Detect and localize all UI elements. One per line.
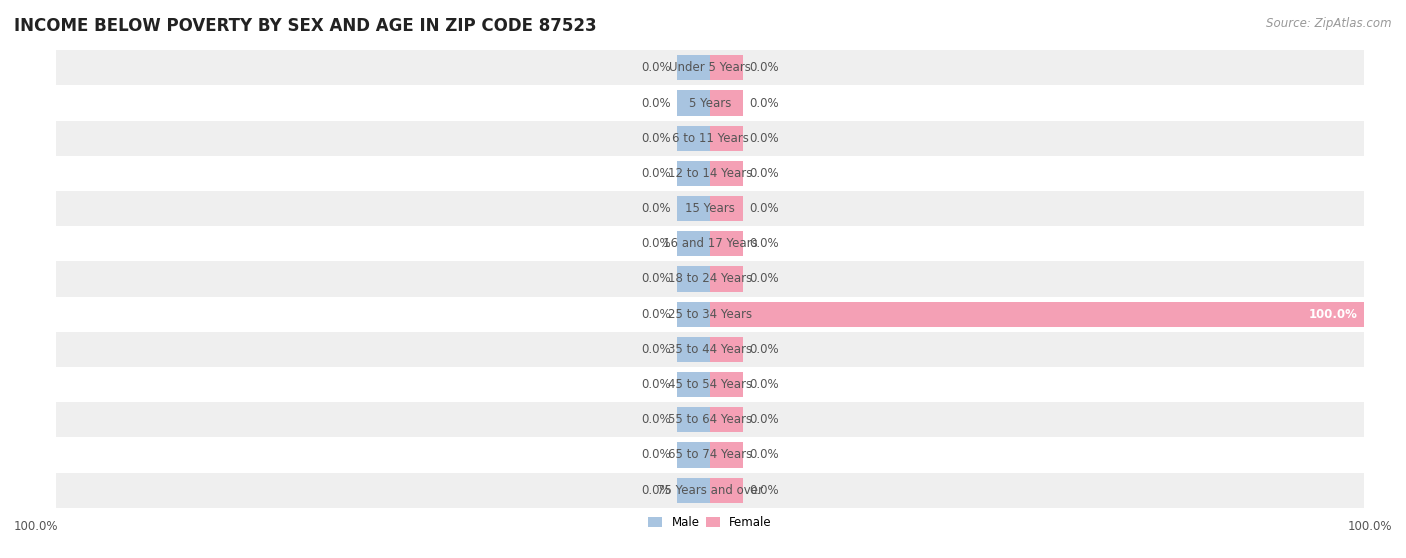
Text: 75 Years and over: 75 Years and over [657, 484, 763, 497]
Bar [56, 121, 1364, 156]
Text: 6 to 11 Years: 6 to 11 Years [672, 132, 748, 145]
Text: 0.0%: 0.0% [641, 378, 671, 391]
Bar [710, 231, 742, 257]
Text: Under 5 Years: Under 5 Years [669, 61, 751, 74]
Text: 16 and 17 Years: 16 and 17 Years [662, 237, 758, 251]
Bar [678, 442, 710, 468]
Text: 0.0%: 0.0% [641, 132, 671, 145]
Text: 0.0%: 0.0% [749, 484, 779, 497]
Text: 0.0%: 0.0% [641, 413, 671, 426]
Bar [678, 407, 710, 432]
Bar [678, 301, 710, 327]
Text: 35 to 44 Years: 35 to 44 Years [668, 343, 752, 356]
Text: 0.0%: 0.0% [749, 449, 779, 461]
Bar [710, 478, 742, 503]
Bar [678, 336, 710, 362]
Text: 5 Years: 5 Years [689, 97, 731, 109]
Text: 0.0%: 0.0% [641, 484, 671, 497]
Text: 15 Years: 15 Years [685, 202, 735, 215]
Bar [678, 196, 710, 222]
Bar [710, 161, 742, 186]
Bar [678, 126, 710, 151]
Text: 45 to 54 Years: 45 to 54 Years [668, 378, 752, 391]
Bar [56, 402, 1364, 437]
Bar [710, 90, 742, 116]
Text: 0.0%: 0.0% [749, 132, 779, 145]
Bar [56, 437, 1364, 473]
Text: 55 to 64 Years: 55 to 64 Years [668, 413, 752, 426]
Text: 0.0%: 0.0% [749, 343, 779, 356]
Text: 18 to 24 Years: 18 to 24 Years [668, 272, 752, 286]
Text: 100.0%: 100.0% [1309, 307, 1357, 321]
Bar [710, 442, 742, 468]
Bar [710, 372, 742, 397]
Text: 0.0%: 0.0% [641, 97, 671, 109]
Text: INCOME BELOW POVERTY BY SEX AND AGE IN ZIP CODE 87523: INCOME BELOW POVERTY BY SEX AND AGE IN Z… [14, 17, 596, 35]
Bar [678, 90, 710, 116]
Bar [56, 261, 1364, 297]
Text: 0.0%: 0.0% [641, 343, 671, 356]
Bar [710, 55, 742, 80]
Bar [710, 126, 742, 151]
Text: 0.0%: 0.0% [641, 307, 671, 321]
Text: 0.0%: 0.0% [749, 61, 779, 74]
Bar [710, 407, 742, 432]
Text: 0.0%: 0.0% [749, 202, 779, 215]
Text: 0.0%: 0.0% [749, 97, 779, 109]
Text: 0.0%: 0.0% [641, 237, 671, 251]
Text: 0.0%: 0.0% [641, 167, 671, 180]
Bar [710, 196, 742, 222]
Text: 0.0%: 0.0% [749, 272, 779, 286]
Text: 0.0%: 0.0% [749, 167, 779, 180]
Bar [678, 55, 710, 80]
Bar [678, 372, 710, 397]
Bar [678, 266, 710, 292]
Text: 0.0%: 0.0% [749, 237, 779, 251]
Text: 65 to 74 Years: 65 to 74 Years [668, 449, 752, 461]
Text: 0.0%: 0.0% [641, 272, 671, 286]
Bar [56, 85, 1364, 121]
Bar [710, 336, 742, 362]
Bar [56, 367, 1364, 402]
Text: 0.0%: 0.0% [641, 202, 671, 215]
Text: 0.0%: 0.0% [749, 378, 779, 391]
Bar [56, 297, 1364, 332]
Legend: Male, Female: Male, Female [644, 512, 776, 534]
Text: Source: ZipAtlas.com: Source: ZipAtlas.com [1267, 17, 1392, 30]
Bar [56, 156, 1364, 191]
Bar [56, 191, 1364, 226]
Text: 0.0%: 0.0% [749, 413, 779, 426]
Text: 0.0%: 0.0% [641, 449, 671, 461]
Text: 100.0%: 100.0% [1347, 520, 1392, 533]
Bar [710, 266, 742, 292]
Text: 25 to 34 Years: 25 to 34 Years [668, 307, 752, 321]
Bar [56, 473, 1364, 508]
Bar [678, 161, 710, 186]
Bar [56, 226, 1364, 261]
Bar [678, 478, 710, 503]
Bar [56, 332, 1364, 367]
Bar [710, 301, 1364, 327]
Text: 0.0%: 0.0% [641, 61, 671, 74]
Bar [56, 50, 1364, 85]
Text: 100.0%: 100.0% [14, 520, 59, 533]
Bar [678, 231, 710, 257]
Text: 12 to 14 Years: 12 to 14 Years [668, 167, 752, 180]
